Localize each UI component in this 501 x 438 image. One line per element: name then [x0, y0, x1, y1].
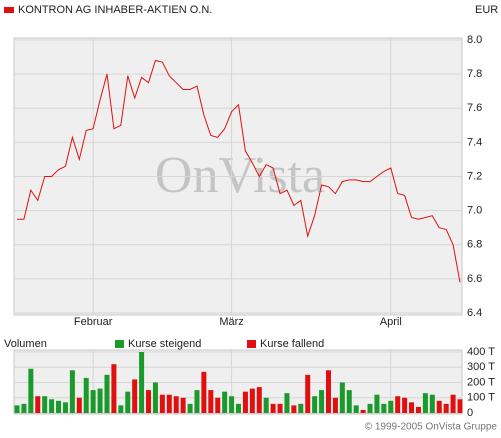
volume-bar [14, 405, 20, 413]
volume-bar [415, 406, 421, 413]
volume-bar [319, 390, 325, 413]
volume-bar [325, 370, 331, 413]
volume-bar [125, 391, 131, 413]
volume-bar [436, 400, 442, 413]
y-tick-label: 200 T [467, 376, 495, 388]
volume-bar [152, 382, 158, 413]
volume-bar [76, 397, 82, 413]
x-tick-label: März [219, 316, 243, 328]
volume-bar [62, 402, 68, 413]
volume-bar [395, 396, 401, 413]
volume-bar [146, 390, 152, 413]
y-tick-label: 6.4 [467, 307, 482, 319]
volume-bar [263, 397, 269, 413]
y-tick-label: 7.6 [467, 102, 482, 114]
volume-bar [139, 352, 145, 413]
x-tick-label: April [380, 316, 402, 328]
volume-bar [450, 394, 456, 413]
volume-bar [180, 397, 186, 413]
legend-swatch [247, 340, 256, 348]
volume-bar [118, 405, 124, 413]
currency: EUR [475, 4, 498, 16]
y-tick-label: 8.0 [467, 34, 482, 46]
volume-bar [201, 371, 207, 413]
volume-bar [56, 400, 62, 413]
volume-bar [332, 397, 338, 413]
volume-bar [312, 396, 318, 413]
volume-bar [215, 397, 221, 413]
y-tick-label: 7.4 [467, 136, 482, 148]
volume-bar [353, 405, 359, 413]
volume-bar [457, 399, 463, 413]
legend-label: Kurse fallend [260, 338, 324, 350]
volume-bar [90, 390, 96, 413]
volume-bar [35, 396, 41, 413]
volume-bar [422, 393, 428, 413]
volume-bar [367, 403, 373, 413]
y-tick-label: 7.8 [467, 68, 482, 80]
volume-bar [360, 409, 366, 413]
y-tick-label: 100 T [467, 392, 495, 404]
volume-bar [111, 364, 117, 413]
y-tick-label: 0 [467, 407, 473, 419]
legend-swatch [115, 340, 124, 348]
volume-bar [277, 403, 283, 413]
volume-bar [194, 390, 200, 413]
volume-bar [256, 387, 262, 413]
volume-bar [132, 379, 138, 413]
volume-bar [21, 403, 27, 413]
volume-bar [28, 368, 34, 413]
volume-bar [187, 403, 193, 413]
y-tick-label: 7.0 [467, 205, 482, 217]
volume-bar [402, 397, 408, 413]
chart-title: KONTRON AG INHABER-AKTIEN O.N. [18, 4, 212, 16]
watermark: OnVista [155, 147, 325, 204]
y-tick-label: 7.2 [467, 170, 482, 182]
volume-bar [173, 396, 179, 413]
volume-bar [208, 390, 214, 413]
volume-bar [249, 388, 255, 413]
volume-bar [284, 393, 290, 413]
volume-bar [242, 391, 248, 413]
volume-bar [222, 391, 228, 413]
volume-bar [374, 394, 380, 413]
volume-bar [339, 382, 345, 413]
volume-bar [42, 396, 48, 413]
y-tick-label: 300 T [467, 361, 495, 373]
volume-bar [236, 403, 241, 413]
legend-swatch [4, 7, 14, 13]
volume-bar [166, 394, 172, 413]
volume-bar [443, 403, 449, 413]
volume-bar [49, 399, 55, 413]
volume-bar [83, 377, 89, 413]
x-tick-label: Februar [74, 316, 113, 328]
volume-bar [381, 403, 387, 413]
volume-bar [270, 403, 276, 413]
volume-bar [229, 396, 235, 413]
volume-bar [69, 370, 75, 413]
y-tick-label: 6.6 [467, 273, 482, 285]
volume-bar [305, 374, 311, 413]
y-tick-label: 400 T [467, 346, 495, 358]
footer: © 1999-2005 OnVista Gruppe [365, 422, 498, 433]
volume-bar [298, 403, 304, 413]
price-line [17, 59, 461, 283]
y-tick-label: 6.8 [467, 239, 482, 251]
volume-bar [159, 394, 165, 413]
volume-bar [429, 394, 435, 413]
legend-label: Kurse steigend [128, 338, 201, 350]
volume-bar [346, 390, 352, 413]
volume-bar [388, 400, 394, 413]
volume-bar [409, 402, 415, 413]
volume-bar [104, 374, 110, 413]
volume-bar [97, 388, 103, 413]
volume-bar [291, 405, 297, 413]
volume-title: Volumen [4, 338, 47, 350]
